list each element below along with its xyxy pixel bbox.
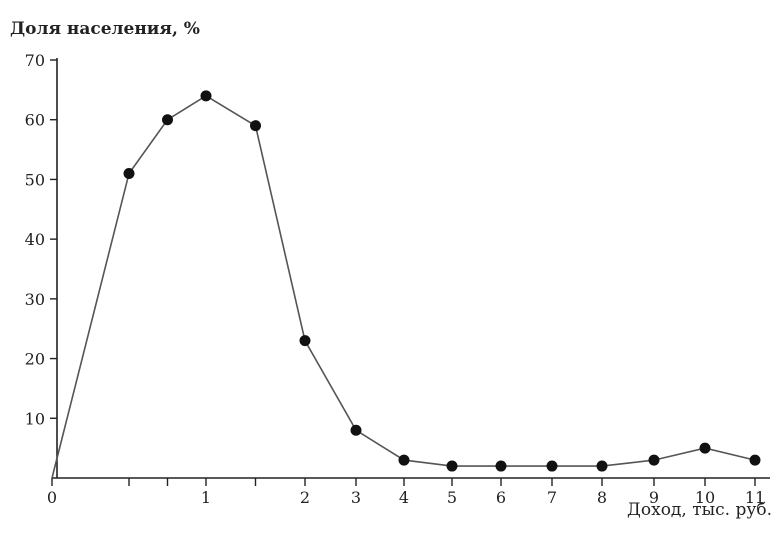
series-layer xyxy=(51,90,761,479)
x-tick-label: 1 xyxy=(201,488,211,507)
data-point xyxy=(250,120,261,132)
series-line xyxy=(51,94,756,479)
y-tick-label: 50 xyxy=(25,170,45,189)
x-tick-label: 2 xyxy=(300,488,310,507)
y-tick-label: 40 xyxy=(25,230,45,249)
data-point xyxy=(123,167,135,179)
x-tick-label: 8 xyxy=(597,488,607,507)
data-point xyxy=(699,442,711,454)
data-point xyxy=(648,454,660,466)
y-tick-label: 30 xyxy=(25,290,45,309)
x-tick-label: 4 xyxy=(399,488,409,507)
x-tick-label: 5 xyxy=(447,488,457,507)
x-tick-label: 11 xyxy=(745,488,765,507)
y-tick-label: 10 xyxy=(25,409,45,428)
data-point xyxy=(596,460,608,472)
data-point xyxy=(749,454,761,466)
data-point xyxy=(299,335,311,347)
y-tick-label: 20 xyxy=(25,350,45,369)
x-tick-label: 0 xyxy=(47,488,57,507)
x-axis-label: Доход, тыс. руб. xyxy=(627,500,772,520)
data-point xyxy=(495,460,507,472)
x-tick-label: 7 xyxy=(547,488,557,507)
y-tick-label: 60 xyxy=(25,111,45,130)
x-tick-label: 9 xyxy=(649,488,659,507)
data-point xyxy=(350,424,362,436)
data-point xyxy=(162,114,173,126)
x-tick-label: 3 xyxy=(351,488,361,507)
axes: 10 20 30 40 50 60 70 0 1 2 3 4 5 6 7 8 9 10 11 xyxy=(25,51,770,507)
y-tick-label: 70 xyxy=(25,51,45,70)
x-tick-label: 10 xyxy=(695,488,715,507)
data-point xyxy=(398,454,410,466)
data-point xyxy=(446,460,458,472)
x-tick-label: 6 xyxy=(496,488,506,507)
y-axis-label: Доля населения, % xyxy=(10,19,200,39)
data-point xyxy=(200,90,212,102)
data-point xyxy=(546,460,558,472)
